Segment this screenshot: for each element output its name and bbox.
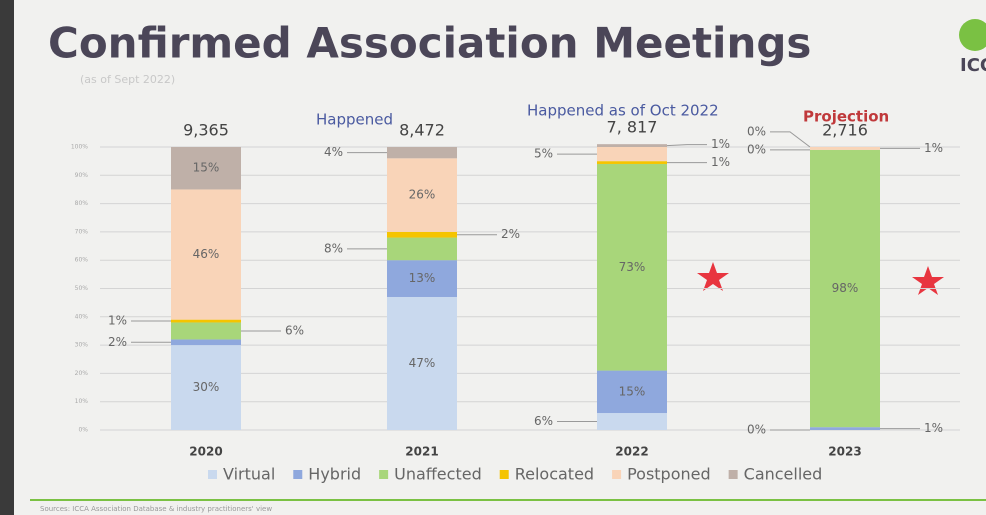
data-label: 15% xyxy=(193,161,220,175)
data-label: 1% xyxy=(924,421,943,435)
star xyxy=(697,262,729,291)
data-label: 0% xyxy=(747,423,766,437)
total-label: 7, 817 xyxy=(607,118,658,137)
legend-swatch xyxy=(379,470,389,479)
bar-segment xyxy=(810,147,880,150)
bar-segment xyxy=(597,147,667,162)
bar-segment xyxy=(597,370,667,414)
x-tick-label: 2020 xyxy=(189,445,222,459)
y-tick-label: 90% xyxy=(75,172,89,179)
y-tick-label: 0% xyxy=(78,427,88,434)
bar-segment xyxy=(387,158,457,232)
legend-swatch xyxy=(728,470,738,479)
data-label: 46% xyxy=(193,247,220,261)
data-label: 2% xyxy=(501,227,520,241)
y-tick-label: 40% xyxy=(75,313,89,320)
legend-label: Virtual xyxy=(223,465,275,484)
legend-label: Relocated xyxy=(515,465,594,484)
legend-label: Unaffected xyxy=(394,465,482,484)
logo-icon xyxy=(959,19,986,51)
y-tick-label: 60% xyxy=(75,257,89,264)
logo: ICC xyxy=(960,55,986,76)
bar-segment xyxy=(171,339,241,346)
data-label: 1% xyxy=(108,314,127,328)
bar-segment xyxy=(387,147,457,159)
annotation: Projection xyxy=(803,108,889,126)
bar-segment xyxy=(171,189,241,320)
annotation: Happened as of Oct 2022 xyxy=(527,102,719,120)
bar-segment xyxy=(387,237,457,261)
data-label: 15% xyxy=(619,384,646,398)
leader-line xyxy=(666,144,707,147)
y-tick-label: 70% xyxy=(75,228,89,235)
bar-segment xyxy=(171,345,241,430)
bar-segment xyxy=(387,260,457,297)
legend-swatch xyxy=(208,470,217,479)
data-label: 6% xyxy=(534,414,553,428)
total-label: 2,716 xyxy=(822,121,868,140)
source: Sources: ICCA Association Database & ind… xyxy=(40,505,272,513)
bar-segment xyxy=(810,149,880,428)
legend-swatch xyxy=(499,470,509,479)
legend-label: Hybrid xyxy=(308,465,361,484)
data-label: 0% xyxy=(747,124,766,138)
left-edge xyxy=(0,0,14,515)
data-label: 1% xyxy=(924,141,943,155)
y-tick-label: 80% xyxy=(75,200,89,207)
bar-segment xyxy=(171,322,241,340)
subtitle: (as of Sept 2022) xyxy=(80,73,175,86)
data-label: 26% xyxy=(409,188,436,202)
total-label: 8,472 xyxy=(399,121,445,140)
data-label: 2% xyxy=(108,335,127,349)
x-tick-label: 2023 xyxy=(828,445,861,459)
annotation: Happened xyxy=(316,111,393,129)
legend-swatch xyxy=(612,470,622,479)
leader-line xyxy=(770,131,811,148)
bar-segment xyxy=(597,163,667,371)
bar-segment xyxy=(597,144,667,147)
bar-segment xyxy=(387,231,457,238)
y-tick-label: 30% xyxy=(75,342,89,349)
data-label: 5% xyxy=(534,147,553,161)
bar-segment xyxy=(810,427,880,430)
chart-title: Confirmed Association Meetings xyxy=(48,19,811,68)
data-label: 73% xyxy=(619,260,646,274)
x-tick-label: 2022 xyxy=(615,445,648,459)
legend-label: Postponed xyxy=(627,465,711,484)
bar-segment xyxy=(171,147,241,190)
data-label: 30% xyxy=(193,380,220,394)
total-label: 9,365 xyxy=(183,121,229,140)
y-tick-label: 20% xyxy=(75,370,89,377)
data-label: 1% xyxy=(711,137,730,151)
bar-segment xyxy=(171,319,241,323)
x-tick-label: 2021 xyxy=(405,445,438,459)
data-label: 1% xyxy=(711,155,730,169)
data-label: 4% xyxy=(324,145,343,159)
star xyxy=(912,266,944,295)
data-label: 8% xyxy=(324,241,343,255)
legend-label: Cancelled xyxy=(744,465,823,484)
y-tick-label: 50% xyxy=(75,285,89,292)
data-label: 6% xyxy=(285,323,304,337)
data-label: 0% xyxy=(747,142,766,156)
data-label: 47% xyxy=(409,356,436,370)
bar-segment xyxy=(387,296,457,430)
y-tick-label: 100% xyxy=(71,144,88,151)
bar-segment xyxy=(597,413,667,430)
bar-segment xyxy=(597,161,667,164)
legend-swatch xyxy=(293,470,303,479)
data-label: 98% xyxy=(832,281,859,295)
y-tick-label: 10% xyxy=(75,398,89,405)
data-label: 13% xyxy=(409,271,436,285)
